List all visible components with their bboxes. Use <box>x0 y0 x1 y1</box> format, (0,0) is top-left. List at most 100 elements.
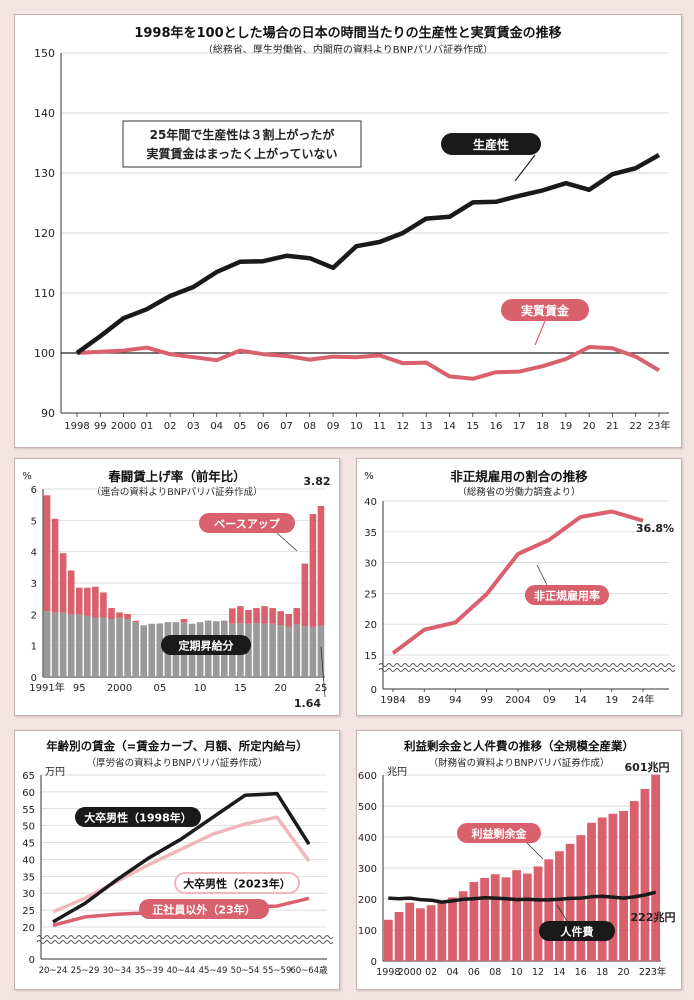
base-bar <box>108 619 115 677</box>
y-unit-label: % <box>22 471 32 482</box>
y-tick-label: 20 <box>22 923 35 934</box>
x-tick-label: 1984 <box>380 695 405 706</box>
x-tick-label: 22 <box>639 967 651 978</box>
label-leader <box>514 154 536 182</box>
callout-text: 実質賃金はまったく上がっていない <box>147 146 338 161</box>
baseup-bar <box>116 612 123 618</box>
x-tick-label: 21 <box>606 421 619 432</box>
y-tick-label: 65 <box>22 771 35 782</box>
x-tick-label: 25 <box>315 683 328 694</box>
baseup-bar <box>253 608 260 624</box>
y-unit-label: 万円 <box>45 767 65 778</box>
baseup-bar <box>180 619 188 623</box>
wage-increase-panel: 春闘賃上げ率（前年比） （連合の資料よりBNPパリバ証券作成） 0 1 2 3 4 5 6%… <box>14 458 340 716</box>
wage-2023-line <box>52 815 311 914</box>
y-tick-label: 6 <box>31 485 37 496</box>
base-bar <box>301 626 309 677</box>
labor-cost-line <box>388 890 657 904</box>
x-tick-label: 2004 <box>505 695 530 706</box>
baseup-bar <box>269 608 276 624</box>
profit-bar <box>394 912 404 961</box>
value-label-bottom: 1.64 <box>294 697 321 710</box>
baseup-bar <box>261 606 268 624</box>
y-tick-label: 35 <box>22 872 35 883</box>
y-tick-label: 600 <box>358 771 377 782</box>
y-tick-label: 45 <box>22 839 35 850</box>
y-tick-label: 0 <box>29 955 35 966</box>
chart-title: 利益剰余金と人件費の推移（全規模全産業） <box>404 739 634 753</box>
y-tick-label: 100 <box>358 926 377 937</box>
x-tick-label: 10 <box>194 683 207 694</box>
x-tick-label: 45~49 <box>199 966 228 976</box>
x-tick-label: 22 <box>629 421 642 432</box>
base-bar <box>67 614 75 677</box>
x-tick-label: 02 <box>164 421 177 432</box>
label-leader <box>526 842 544 860</box>
baseup-bar <box>277 611 284 626</box>
age-wage-chart: 0 20 25 30 35 40 45 50 55 60 65 万円 20~24 25~29 30~34 35… <box>22 767 334 976</box>
y-tick-label: 130 <box>34 167 55 180</box>
baseup-label: ベースアップ <box>214 516 280 530</box>
x-tick-label: 10 <box>350 421 363 432</box>
y-tick-label: 60 <box>22 788 35 799</box>
y-tick-label: 40 <box>22 855 35 866</box>
chart-subtitle: （厚労省の資料よりBNPパリバ証券作成） <box>86 758 268 769</box>
label-leader <box>556 904 568 922</box>
profit-bar <box>555 851 564 961</box>
base-bar <box>140 625 148 677</box>
profit-bar <box>405 902 415 961</box>
profit-bar <box>651 774 661 961</box>
y-tick-label: 500 <box>358 802 377 813</box>
x-tick-label: 20 <box>583 421 596 432</box>
base-bar <box>132 622 139 677</box>
base-bar <box>92 617 99 677</box>
base-bar <box>269 623 276 677</box>
x-tick-label: 60~64歳 <box>290 965 328 976</box>
profit-bar <box>501 877 511 961</box>
axis-break <box>378 668 676 672</box>
x-tick-label: 35~39 <box>135 966 164 976</box>
baseup-bar <box>100 592 107 618</box>
y-tick-label: 25 <box>22 906 35 917</box>
nonregular-panel: 非正規雇用の割合の推移 （総務省の労働力調査より） 0 15 20 25 30 35 40%… <box>356 458 682 716</box>
x-tick-label: 14 <box>574 695 587 706</box>
y-tick-label: 55 <box>22 805 35 816</box>
x-tick-label: 14 <box>443 421 456 432</box>
baseup-bar <box>124 614 131 620</box>
x-tick-label: 19 <box>560 421 573 432</box>
baseup-bar <box>67 570 75 615</box>
x-tick-label: 06 <box>257 421 270 432</box>
series-label-nonregular-bg <box>139 899 269 919</box>
y-tick-label: 30 <box>364 559 377 570</box>
axis-break <box>378 663 676 667</box>
x-tick-label: 94 <box>449 695 462 706</box>
series-label-2023: 大卒男性（2023年） <box>183 876 291 890</box>
x-tick-label: 99 <box>94 421 107 432</box>
label-leader <box>534 320 546 346</box>
end-value-label: 36.8% <box>636 522 674 535</box>
profit-bar <box>448 897 457 961</box>
y-tick-label: 5 <box>31 516 37 527</box>
profit-bar <box>469 881 479 961</box>
profit-bar <box>512 870 522 961</box>
baseup-bar <box>317 505 325 626</box>
x-tick-label: 23年 <box>645 966 667 978</box>
x-tick-label: 12 <box>397 421 410 432</box>
x-tick-label: 55~59 <box>263 966 292 976</box>
profit-bar <box>416 908 425 961</box>
nonregular-chart: 0 15 20 25 30 35 40% 1984 89 94 99 2004 09 14 19 24年 36.… <box>364 471 676 706</box>
base-bar <box>124 619 131 677</box>
productivity-label-bg <box>441 133 541 155</box>
label-leader <box>320 646 326 698</box>
baseup-bar <box>132 620 139 623</box>
profit-bar <box>480 877 489 961</box>
x-tick-label: 06 <box>468 967 480 978</box>
x-tick-label: 24年 <box>632 693 655 706</box>
profit-bar <box>437 902 447 961</box>
axis-break <box>36 940 334 944</box>
x-tick-label: 16 <box>490 421 503 432</box>
y-tick-label: 35 <box>364 528 377 539</box>
baseup-bar <box>84 587 91 616</box>
x-tick-label: 1998 <box>64 421 89 432</box>
series-label-2023-bg <box>175 873 299 893</box>
